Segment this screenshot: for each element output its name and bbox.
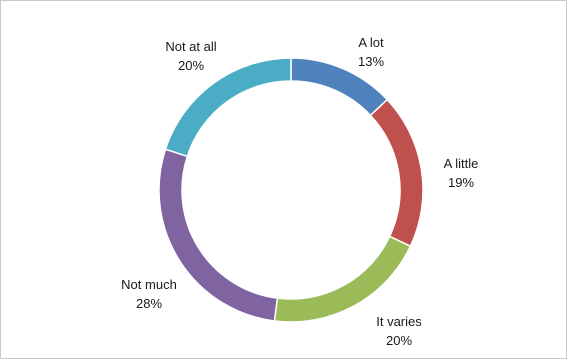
slice-percent-label: 19%	[448, 175, 474, 190]
slice-not-much	[158, 148, 279, 322]
slice-a-little	[369, 98, 424, 248]
slice-category-label: Not at all	[165, 39, 216, 54]
slice-it-varies	[273, 235, 412, 323]
donut-slices	[158, 57, 424, 323]
slice-category-label: It varies	[376, 314, 422, 329]
slice-percent-label: 20%	[178, 58, 204, 73]
slice-percent-label: 13%	[358, 54, 384, 69]
slice-percent-label: 20%	[386, 333, 412, 348]
slice-category-label: A lot	[358, 35, 384, 50]
slice-labels: A lot 13% A little 19% It varies 20% Not much 2…	[121, 35, 478, 348]
slice-category-label: Not much	[121, 277, 177, 292]
slice-percent-label: 28%	[136, 296, 162, 311]
slice-category-label: A little	[444, 156, 479, 171]
slice-not-at-all	[164, 57, 292, 158]
